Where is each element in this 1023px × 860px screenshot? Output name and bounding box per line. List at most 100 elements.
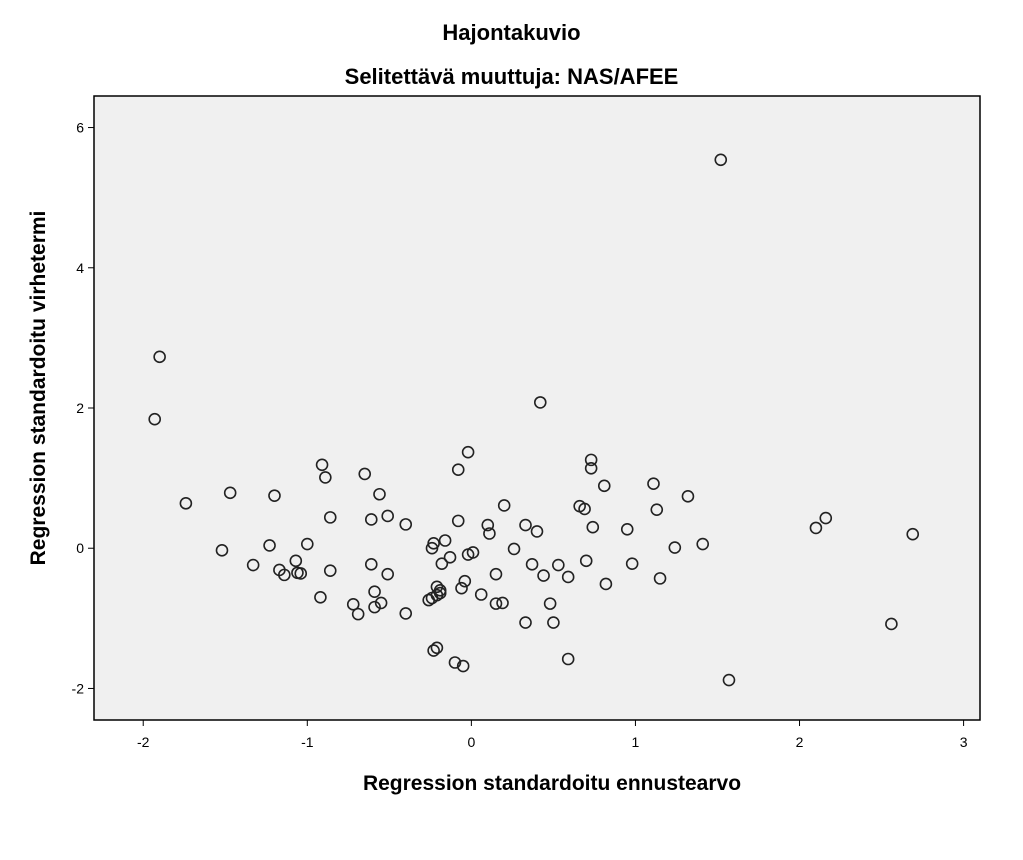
- y-tick-label: 4: [76, 260, 84, 276]
- data-point: [374, 596, 388, 610]
- data-point: [519, 518, 532, 532]
- data-point: [314, 591, 327, 604]
- data-point: [381, 567, 394, 581]
- data-point: [496, 596, 509, 610]
- data-point: [668, 541, 682, 554]
- chart-subtitle: Selitettävä muuttuja: NAS/AFEE: [344, 64, 679, 89]
- data-point: [448, 656, 462, 669]
- data-point: [358, 467, 372, 481]
- data-point: [399, 518, 413, 531]
- data-point: [399, 607, 413, 620]
- data-point: [430, 580, 444, 594]
- x-axis-title: Regression standardoitu ennustearvo: [363, 772, 741, 795]
- data-point: [474, 588, 488, 601]
- data-point: [278, 568, 291, 582]
- data-point: [481, 518, 495, 532]
- data-point: [368, 600, 381, 614]
- data-point: [315, 458, 329, 472]
- data-point: [525, 558, 539, 571]
- x-tick-label: -1: [301, 734, 314, 750]
- x-tick-label: -2: [137, 734, 150, 750]
- data-point: [647, 477, 660, 491]
- data-point: [430, 641, 444, 655]
- data-point: [451, 463, 465, 476]
- data-point: [346, 598, 360, 611]
- data-point: [584, 453, 598, 467]
- data-point: [456, 659, 470, 673]
- y-tick-label: -2: [72, 680, 85, 696]
- data-point: [650, 503, 664, 516]
- data-point: [625, 557, 639, 570]
- data-point: [323, 511, 337, 524]
- data-point: [597, 479, 611, 493]
- data-point: [586, 520, 600, 534]
- data-point: [364, 513, 378, 526]
- data-point: [722, 673, 736, 687]
- data-point: [451, 514, 465, 528]
- data-point: [519, 616, 532, 629]
- data-point: [885, 617, 898, 631]
- data-point: [578, 502, 591, 516]
- data-point: [714, 153, 728, 167]
- data-point: [530, 525, 544, 538]
- data-point: [507, 542, 521, 556]
- x-tick-label: 1: [632, 734, 640, 750]
- data-point: [443, 551, 457, 564]
- data-point: [263, 539, 276, 552]
- data-point: [906, 527, 920, 541]
- data-point: [294, 567, 308, 580]
- data-point: [696, 537, 710, 551]
- data-point: [319, 471, 332, 484]
- data-point: [620, 522, 634, 536]
- data-point: [435, 557, 449, 570]
- data-point: [461, 445, 475, 459]
- data-point: [561, 570, 575, 584]
- data-point: [497, 499, 511, 512]
- data-point: [552, 558, 565, 572]
- data-point: [148, 412, 162, 426]
- y-tick-label: 6: [76, 120, 84, 136]
- data-point: [427, 644, 440, 657]
- data-point: [819, 511, 833, 525]
- data-point: [489, 597, 503, 610]
- data-point: [458, 574, 472, 588]
- x-tick-label: 0: [467, 734, 475, 750]
- data-point: [289, 554, 303, 568]
- data-points: [148, 153, 920, 687]
- data-point: [438, 534, 452, 547]
- data-point: [381, 509, 394, 523]
- y-tick-label: 0: [76, 540, 84, 556]
- y-axis-title: Regression standardoitu virhetermi: [27, 211, 50, 566]
- data-point: [483, 527, 496, 540]
- data-point: [179, 497, 193, 510]
- x-axis-ticks: -2 -1 0 1 2 3: [137, 720, 968, 750]
- data-point: [368, 585, 381, 598]
- x-tick-label: 2: [796, 734, 804, 750]
- data-point: [537, 569, 550, 582]
- y-tick-label: 2: [76, 400, 84, 416]
- data-point: [579, 554, 593, 568]
- data-point: [427, 537, 440, 550]
- data-point: [433, 583, 447, 597]
- y-axis-ticks: -2 0 2 4 6: [72, 120, 94, 696]
- data-point: [215, 544, 229, 557]
- data-point: [599, 577, 613, 591]
- data-point: [547, 616, 560, 629]
- data-point: [653, 572, 667, 585]
- data-point: [584, 461, 598, 475]
- data-point: [561, 652, 575, 666]
- data-point: [455, 581, 468, 595]
- data-point: [373, 487, 386, 501]
- data-point: [364, 558, 378, 571]
- data-point: [351, 607, 365, 621]
- data-point: [223, 486, 237, 500]
- x-tick-label: 3: [960, 734, 968, 750]
- data-point: [323, 564, 337, 577]
- data-point: [533, 396, 547, 409]
- data-point: [489, 567, 503, 581]
- data-point: [153, 350, 166, 364]
- plot-area: [93, 95, 981, 721]
- data-point: [300, 537, 314, 551]
- data-point: [466, 546, 480, 559]
